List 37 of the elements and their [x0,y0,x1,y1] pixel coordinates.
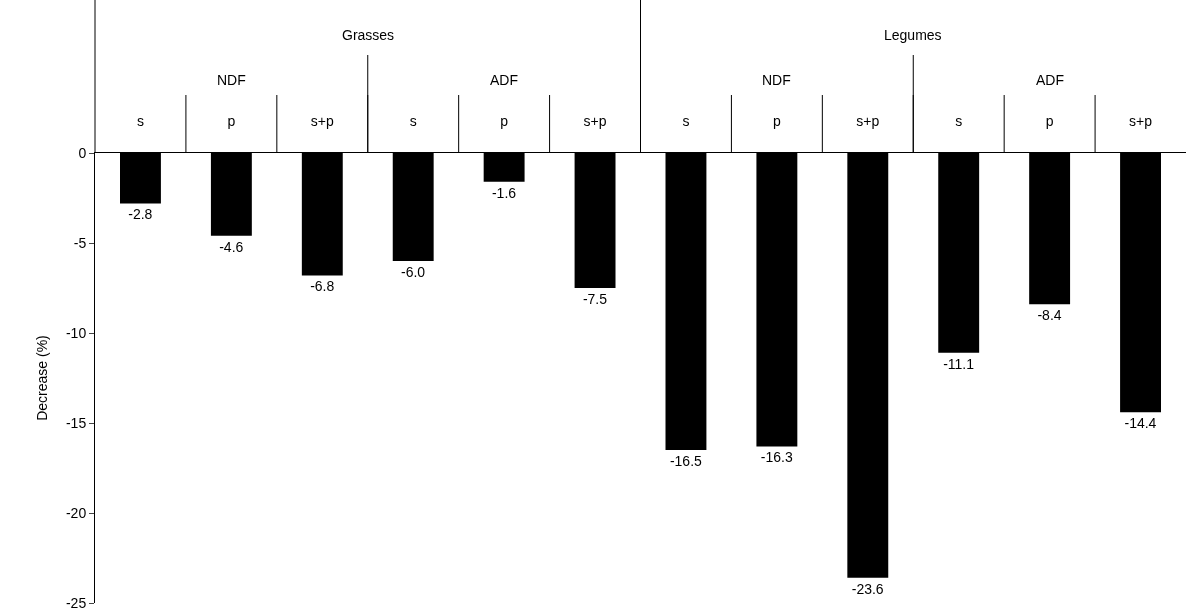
x-tick-label: p [1045,113,1054,130]
data-label: -14.4 [1124,415,1157,432]
y-axis-title: Decrease (%) [33,335,50,421]
text: NDF [217,72,246,88]
y-tick-label: -15 [65,414,87,431]
x-tick-label: s+p [1129,113,1153,130]
data-label: -7.5 [582,291,608,307]
x-tick-label: p [500,113,509,130]
x-tick-label: s+p [583,113,607,130]
x-tick-label: s [409,113,417,130]
data-label: -16.3 [760,449,793,466]
text: ADF [490,72,518,88]
text: ADF [1036,72,1064,88]
data-label: -6.8 [310,278,335,295]
data-label: -2.8 [128,206,153,223]
y-tick-label: -25 [65,594,87,611]
x-tick-label: s+p [310,113,334,130]
data-label: -1.6 [491,184,517,201]
data-label: -8.4 [1037,307,1062,324]
x-tick-label: p [772,113,781,130]
text: NDF [762,72,791,88]
data-label: -6.0 [401,264,426,280]
text: Legumes [884,27,942,43]
data-label: -4.6 [219,238,244,255]
data-label: -16.5 [669,453,703,469]
x-tick-label: s [955,113,963,130]
y-tick-label: -20 [65,504,87,521]
y-tick-label: -5 [73,234,87,251]
x-tick-label: s+p [856,113,880,130]
data-label: -11.1 [943,355,975,372]
x-tick-label: s [136,113,144,130]
x-tick-label: p [227,113,236,130]
y-tick-label: -10 [65,324,87,341]
text: Grasses [342,27,395,43]
y-tick-label: 0 [78,144,87,161]
data-label: -23.6 [851,580,884,597]
x-tick-label: s [682,113,690,130]
